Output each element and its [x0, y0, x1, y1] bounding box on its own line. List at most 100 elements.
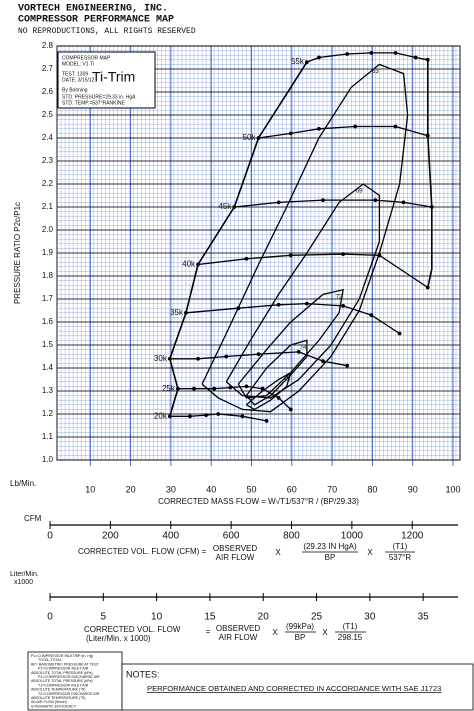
data-point: [425, 57, 430, 62]
tick-label: 35: [418, 612, 430, 623]
x-tick-label: 80: [367, 484, 377, 494]
data-point: [304, 60, 309, 64]
tick-label: 800: [283, 531, 300, 542]
x-tick-label: 30: [166, 484, 176, 494]
data-point: [369, 51, 374, 55]
tick-label: 200: [102, 531, 119, 542]
data-point: [212, 386, 217, 391]
y-tick-label: 2.0: [42, 225, 54, 234]
data-point: [240, 414, 245, 419]
y-tick-label: 2.4: [42, 133, 54, 142]
y-tick-label: 2.1: [42, 202, 54, 211]
tick-label: 5: [101, 612, 107, 623]
data-point: [353, 124, 358, 129]
data-point: [373, 198, 378, 203]
efficiency-island: [245, 371, 292, 411]
formula-text: CORRECTED VOL. FLOW: [84, 625, 181, 634]
data-point: [425, 285, 430, 290]
data-point: [224, 354, 229, 359]
data-point: [393, 124, 398, 129]
x-tick-label: 100: [445, 484, 460, 494]
legend-line: T1=COMPRESSOR INLET AIR: [38, 683, 89, 687]
data-point: [341, 252, 346, 257]
header-line: NO REPRODUCTIONS, ALL RIGHTS RESERVED: [18, 27, 196, 36]
y-tick-label: 2.6: [42, 87, 54, 96]
data-point: [393, 51, 398, 55]
data-point: [401, 200, 406, 205]
legend-line: BP= BAROMETRIC PRESSURE AT TEST: [31, 662, 100, 666]
x-tick-label: 90: [408, 484, 418, 494]
formula-text: OBSERVED: [216, 624, 261, 633]
data-point: [288, 131, 293, 136]
info-line: MODEL: V1 Ti: [62, 61, 94, 67]
island-label: 69: [356, 189, 363, 195]
trim-label: Ti-Trim: [92, 69, 135, 85]
liter-axis-label: x1000: [14, 579, 33, 586]
x-tick-label: 70: [327, 484, 337, 494]
island-label: 75: [283, 377, 290, 383]
data-point: [204, 413, 209, 418]
data-point: [244, 384, 249, 389]
formula-text: (99kPa): [286, 622, 314, 631]
tick-label: 1000: [341, 531, 364, 542]
liter-axis-label: Liter/Min.: [10, 571, 39, 578]
speed-line: [169, 413, 267, 422]
x-unit-label: Lb/Min.: [10, 479, 36, 488]
data-point: [260, 386, 265, 391]
notes-text: PERFORMANCE OBTAINED AND CORRECTED IN AC…: [147, 684, 441, 693]
y-tick-label: 1.8: [42, 271, 54, 280]
data-point: [192, 386, 196, 391]
y-tick-label: 1.9: [42, 248, 54, 257]
formula-text: X: [367, 548, 373, 557]
data-point: [236, 306, 241, 311]
header-line: VORTECH ENGINEERING, INC.: [18, 4, 168, 15]
y-tick-label: 1.0: [42, 455, 54, 464]
formula-text: 537°R: [389, 553, 412, 562]
speed-label: 40k: [182, 260, 196, 269]
x-tick-label: 20: [126, 484, 136, 494]
speed-line: [234, 199, 432, 208]
tick-label: 30: [364, 612, 376, 623]
formula-text: (T1): [343, 622, 358, 631]
tick-label: 10: [151, 612, 163, 623]
efficiency-island: [225, 183, 381, 399]
data-point: [256, 136, 261, 140]
cfm-axis-label: CFM: [24, 514, 42, 523]
speed-label: 25k: [162, 384, 176, 393]
legend-line: T2=COMPRESSOR DISCHARGE AIR: [38, 692, 100, 696]
tick-label: 400: [162, 531, 179, 542]
speed-label: 35k: [170, 308, 184, 317]
data-point: [317, 55, 321, 60]
data-point: [304, 301, 309, 306]
tick-label: 25: [311, 612, 323, 623]
x-tick-label: 10: [85, 484, 95, 494]
data-point: [244, 256, 249, 261]
data-point: [167, 356, 172, 361]
formula-text: X: [322, 628, 328, 637]
data-point: [256, 352, 261, 357]
data-point: [345, 52, 350, 56]
data-point: [425, 133, 430, 138]
formula-text: OBSERVED: [213, 544, 258, 553]
data-point: [196, 262, 200, 267]
legend-line: η=ADIABATIC EFFICIENCY: [31, 704, 77, 708]
speed-label: 30k: [154, 354, 168, 363]
x-tick-label: 60: [287, 484, 297, 494]
formula-text: 298.15: [338, 633, 363, 642]
y-tick-label: 2.2: [42, 179, 54, 188]
data-point: [276, 200, 281, 205]
legend-line: ABSOLUTE TOTAL PRESSURE (kPa): [31, 671, 93, 675]
data-point: [184, 310, 188, 315]
legend-box: [27, 651, 123, 711]
efficiency-island: [201, 63, 409, 413]
surge-line: [168, 61, 308, 417]
data-point: [341, 304, 346, 308]
x-tick-label: 50: [246, 484, 256, 494]
data-point: [345, 363, 350, 368]
legend-line: ABSOLUTE TOTAL PRESSURE (kPa): [31, 679, 93, 683]
y-tick-label: 2.3: [42, 156, 54, 165]
data-point: [232, 205, 237, 209]
y-axis-label: PRESSURE RATIO P2c/P1c: [13, 202, 22, 304]
data-point: [188, 414, 192, 419]
